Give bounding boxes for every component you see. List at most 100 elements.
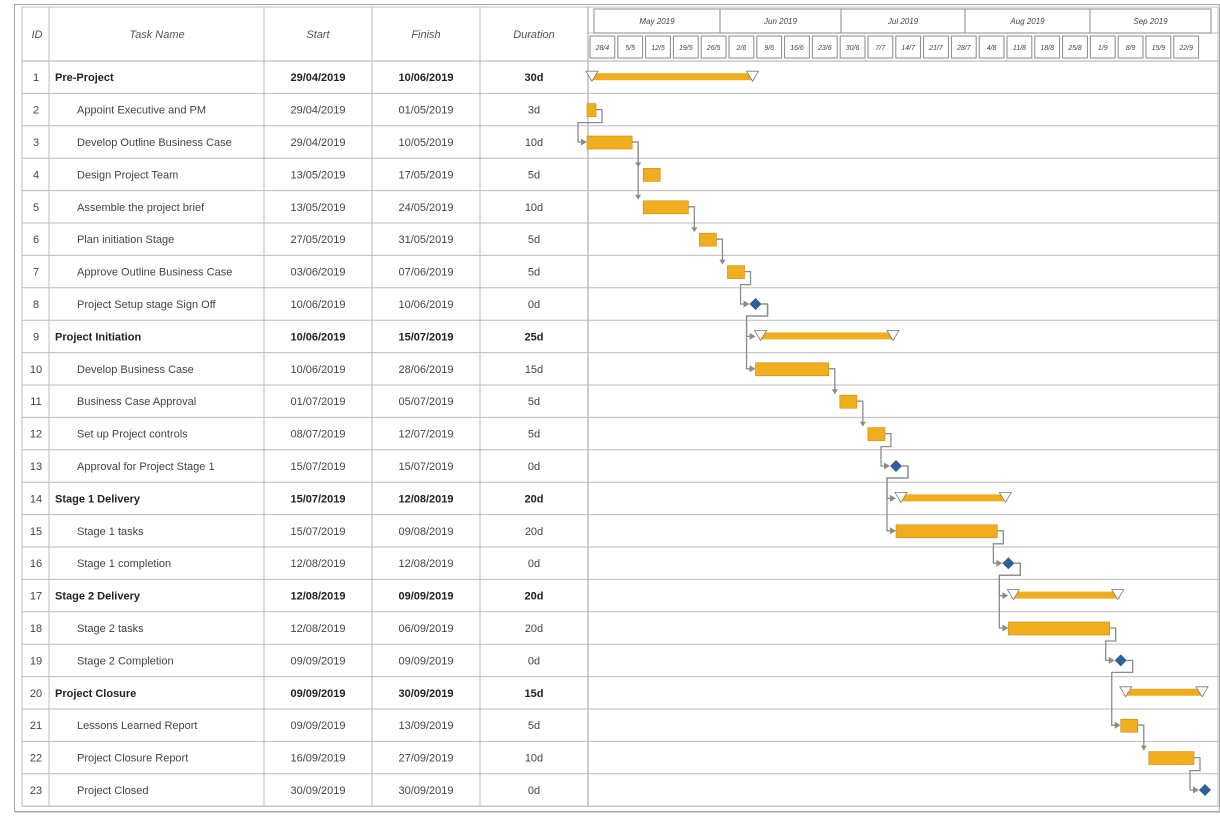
task-name: Approval for Project Stage 1 bbox=[77, 461, 215, 473]
task-finish: 10/05/2019 bbox=[398, 137, 453, 149]
task-id: 14 bbox=[30, 493, 42, 505]
week-cell bbox=[1117, 35, 1144, 59]
dependency-link bbox=[577, 108, 603, 143]
week-label: 11/8 bbox=[1013, 45, 1026, 52]
task-start: 29/04/2019 bbox=[290, 72, 345, 84]
task-name: Develop Outline Business Case bbox=[77, 137, 232, 149]
task-id: 1 bbox=[33, 72, 39, 84]
week-cell bbox=[867, 35, 894, 59]
summary-bar bbox=[899, 494, 1008, 502]
task-name: Develop Business Case bbox=[77, 364, 194, 376]
task-finish: 12/07/2019 bbox=[398, 429, 453, 441]
month-label: Aug 2019 bbox=[1009, 17, 1045, 26]
gantt-chart: ID Task Name Start Finish Duration May 2… bbox=[21, 6, 1219, 807]
week-label: 14/7 bbox=[901, 45, 916, 52]
table-row: 3 Develop Outline Business Case 29/04/2019… bbox=[33, 137, 543, 149]
task-id: 7 bbox=[33, 267, 39, 279]
task-start: 10/06/2019 bbox=[290, 299, 345, 311]
task-name: Pre-Project bbox=[55, 72, 114, 84]
task-duration: 30d bbox=[525, 72, 544, 84]
task-duration: 25d bbox=[525, 331, 544, 343]
week-label: 19/5 bbox=[679, 45, 693, 52]
task-start: 16/09/2019 bbox=[290, 753, 345, 765]
task-id: 5 bbox=[33, 202, 39, 214]
task-duration: 0d bbox=[528, 461, 540, 473]
task-bar bbox=[642, 200, 689, 215]
week-cell bbox=[1006, 35, 1033, 59]
table-row: 5 Assemble the project brief 13/05/2019 24/… bbox=[33, 202, 543, 214]
task-start: 10/06/2019 bbox=[290, 331, 345, 343]
task-finish: 13/09/2019 bbox=[398, 720, 453, 732]
table-row: 1 Pre-Project 29/04/2019 10/06/2019 30d bbox=[33, 72, 544, 84]
milestone-marker bbox=[1002, 557, 1015, 570]
task-id: 23 bbox=[30, 785, 42, 797]
table-row: 21 Lessons Learned Report 09/09/2019 13/09/… bbox=[30, 720, 540, 732]
task-start: 10/06/2019 bbox=[290, 364, 345, 376]
task-start: 27/05/2019 bbox=[290, 234, 345, 246]
task-duration: 5d bbox=[528, 267, 540, 279]
task-name: Project Closure Report bbox=[77, 753, 188, 765]
week-label: 25/8 bbox=[1067, 45, 1082, 52]
task-id: 4 bbox=[33, 169, 39, 181]
week-cell bbox=[1173, 35, 1200, 59]
task-start: 03/06/2019 bbox=[290, 267, 345, 279]
week-cell bbox=[811, 35, 838, 59]
header-task-name: Task Name bbox=[129, 29, 184, 41]
dependency-link bbox=[688, 206, 695, 232]
task-finish: 28/06/2019 bbox=[398, 364, 453, 376]
week-cell bbox=[617, 35, 644, 59]
summary-bar bbox=[1011, 591, 1120, 599]
link-arrow bbox=[635, 194, 642, 200]
link-arrow bbox=[691, 227, 698, 233]
table-row: 18 Stage 2 tasks 12/08/2019 06/09/2019 20d bbox=[30, 623, 543, 635]
dependency-link bbox=[716, 238, 724, 264]
task-bar bbox=[895, 524, 998, 539]
task-finish: 07/06/2019 bbox=[398, 267, 453, 279]
table-row: 8 Project Setup stage Sign Off 10/06/2019 1… bbox=[33, 299, 540, 311]
task-finish: 31/05/2019 bbox=[398, 234, 453, 246]
summary-start-cap bbox=[753, 329, 768, 342]
summary-end-cap bbox=[1111, 589, 1125, 601]
task-start: 01/07/2019 bbox=[290, 396, 345, 408]
dependency-link bbox=[856, 400, 864, 426]
task-duration: 5d bbox=[528, 429, 540, 441]
dependency-link bbox=[880, 432, 892, 467]
task-name: Business Case Approval bbox=[77, 396, 196, 408]
task-id: 15 bbox=[30, 526, 42, 538]
link-arrow bbox=[996, 559, 1003, 567]
week-label: 16/6 bbox=[790, 45, 804, 52]
task-finish: 27/09/2019 bbox=[398, 753, 453, 765]
month-label: Jul 2019 bbox=[887, 17, 919, 26]
task-start: 08/07/2019 bbox=[290, 429, 345, 441]
dependency-link bbox=[886, 465, 909, 532]
link-arrow bbox=[1114, 721, 1121, 729]
summary-end-cap bbox=[886, 329, 900, 342]
task-name: Stage 2 Delivery bbox=[55, 591, 141, 603]
task-bar bbox=[642, 168, 661, 182]
task-finish: 09/09/2019 bbox=[398, 655, 453, 667]
week-cell bbox=[728, 35, 755, 59]
summary-bar bbox=[758, 332, 896, 340]
task-id: 18 bbox=[30, 623, 42, 635]
task-finish: 10/06/2019 bbox=[398, 299, 453, 311]
milestone-marker bbox=[749, 298, 762, 310]
summary-end-cap bbox=[998, 491, 1013, 504]
task-start: 09/09/2019 bbox=[290, 655, 345, 667]
task-finish: 30/09/2019 bbox=[398, 785, 453, 797]
task-duration: 15d bbox=[525, 688, 544, 700]
week-label: 23/6 bbox=[817, 45, 832, 52]
month-cell bbox=[593, 8, 721, 34]
link-arrow bbox=[1002, 592, 1009, 600]
task-name: Appoint Executive and PM bbox=[77, 105, 206, 117]
week-label: 12/5 bbox=[651, 45, 665, 52]
week-label: 18/8 bbox=[1040, 45, 1054, 52]
gantt-chart-frame: ID Task Name Start Finish Duration May 2… bbox=[14, 4, 1220, 812]
task-name: Stage 1 tasks bbox=[77, 526, 144, 538]
task-duration: 3d bbox=[528, 105, 540, 117]
week-cell bbox=[1089, 35, 1116, 59]
table-row: 20 Project Closure 09/09/2019 30/09/2019 15d bbox=[30, 688, 544, 700]
task-start: 09/09/2019 bbox=[290, 720, 345, 732]
week-label: 9/6 bbox=[764, 45, 774, 52]
dependency-link bbox=[828, 368, 836, 394]
